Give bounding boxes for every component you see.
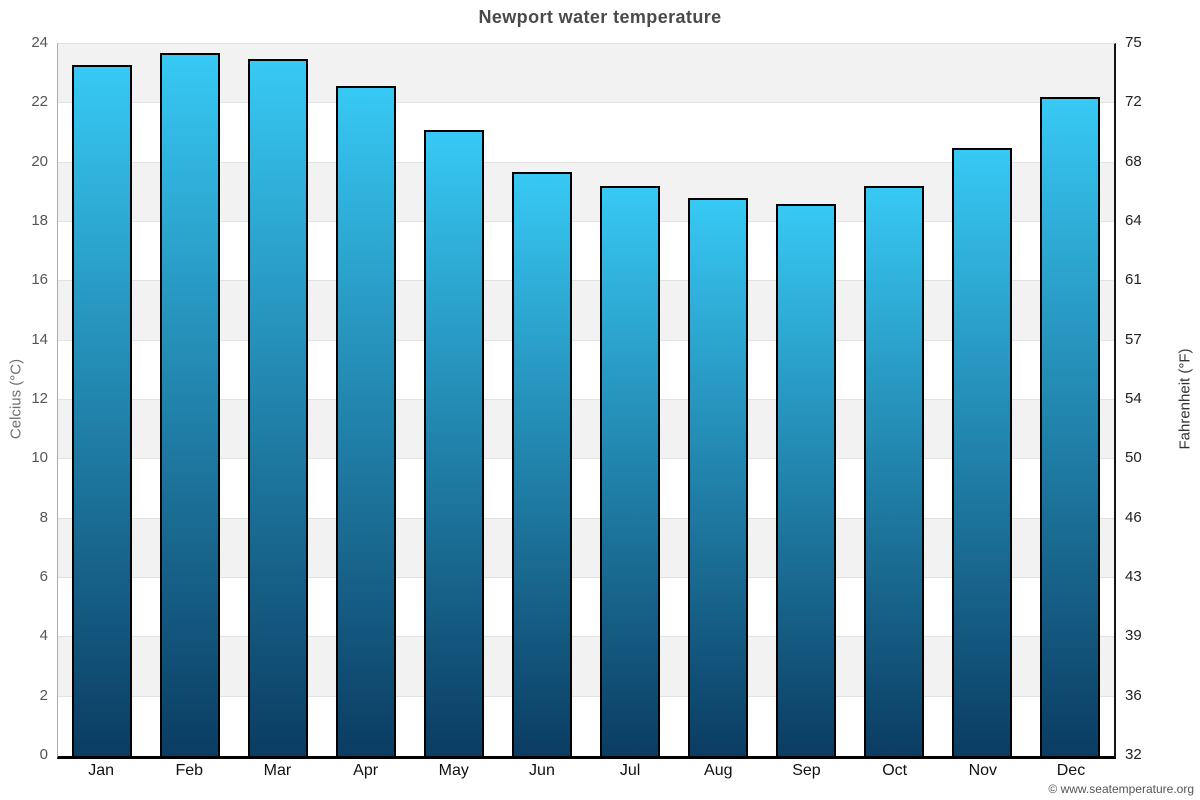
bar-nov[interactable]: [952, 147, 1012, 756]
grid-band: [58, 518, 1114, 578]
grid-band: [58, 696, 1114, 756]
gridline: [58, 102, 1114, 104]
grid-band: [58, 637, 1114, 697]
bar-may[interactable]: [424, 130, 484, 756]
gridline: [58, 458, 1114, 460]
bar-jul[interactable]: [600, 186, 660, 756]
y-tick-label-celsius: 12: [31, 390, 48, 407]
y-tick-label-fahrenheit: 32: [1125, 746, 1142, 763]
y-tick-label-celsius: 20: [31, 152, 48, 170]
y-tick-label-celsius: 8: [39, 508, 48, 526]
bar-slot: [58, 44, 146, 756]
y-tick-label-fahrenheit: 72: [1125, 93, 1142, 111]
grid-band: [58, 162, 1114, 222]
copyright-text: © www.seatemperature.org: [1048, 782, 1194, 796]
bar-jun[interactable]: [512, 171, 572, 756]
bar-slot: [938, 44, 1026, 756]
gridline: [58, 695, 1114, 697]
y-tick-label-fahrenheit: 50: [1125, 449, 1142, 467]
grid-band: [58, 222, 1114, 282]
x-tick-label: May: [438, 762, 469, 779]
y-tick-label-celsius: 18: [31, 212, 48, 229]
x-tick-label: Feb: [175, 762, 204, 779]
y-tick-label-celsius: 6: [39, 568, 48, 585]
y-tick-label-fahrenheit: 39: [1125, 627, 1142, 645]
y-tick-label-celsius: 2: [39, 686, 48, 704]
y-tick-label-celsius: 10: [31, 449, 48, 467]
grid-band: [58, 281, 1114, 341]
y-tick-label-fahrenheit: 43: [1125, 568, 1142, 585]
bar-slot: [322, 44, 410, 756]
x-tick-label: Nov: [968, 762, 998, 779]
y-tick-label-celsius: 24: [31, 34, 48, 51]
y-tick-label-fahrenheit: 68: [1125, 152, 1142, 170]
bar-slot: [410, 44, 498, 756]
x-tick-label: Jan: [88, 762, 114, 779]
bar-slot: [1026, 44, 1114, 756]
bar-slot: [498, 44, 586, 756]
grid-band: [58, 340, 1114, 400]
grid-band: [58, 103, 1114, 163]
gridline: [58, 636, 1114, 638]
bar-mar[interactable]: [248, 58, 308, 756]
plot-area: [57, 43, 1116, 759]
x-tick-label: Aug: [704, 762, 733, 779]
grid-band: [58, 44, 1114, 104]
x-tick-label: Jun: [529, 762, 555, 779]
y-tick-label-celsius: 4: [39, 627, 48, 645]
bar-dec[interactable]: [1040, 97, 1100, 756]
y-tick-label-fahrenheit: 46: [1125, 508, 1142, 526]
y-tick-label-fahrenheit: 57: [1125, 330, 1142, 348]
gridline: [58, 399, 1114, 400]
gridline: [58, 161, 1114, 163]
bar-aug[interactable]: [688, 198, 748, 756]
gridline: [58, 221, 1114, 222]
y-tick-label-fahrenheit: 64: [1125, 212, 1142, 229]
bar-slot: [586, 44, 674, 756]
x-tick-label: Jul: [619, 762, 641, 779]
x-tick-label: Sep: [792, 762, 821, 779]
grid-band: [58, 459, 1114, 519]
gridline: [58, 577, 1114, 578]
x-tick-label: Mar: [263, 762, 292, 779]
y-tick-label-celsius: 16: [31, 271, 48, 289]
gridline: [58, 280, 1114, 282]
bar-slot: [234, 44, 322, 756]
x-axis-labels: Jan Feb Mar Apr May Jun Jul Aug Sep Oct Nov Dec: [57, 762, 1115, 780]
bar-apr[interactable]: [336, 85, 396, 756]
bar-slot: [674, 44, 762, 756]
grid-band: [58, 400, 1114, 460]
y-tick-label-fahrenheit: 75: [1125, 34, 1142, 51]
bar-slot: [762, 44, 850, 756]
gridline: [58, 339, 1114, 341]
bar-jan[interactable]: [72, 64, 132, 756]
y-tick-label-celsius: 22: [31, 93, 48, 111]
x-tick-label: Oct: [882, 762, 908, 779]
y-tick-label-celsius: 0: [39, 746, 48, 763]
bar-slot: [146, 44, 234, 756]
bar-oct[interactable]: [864, 186, 924, 756]
grid-band: [58, 578, 1114, 638]
x-tick-label: Apr: [353, 762, 379, 779]
bar-feb[interactable]: [160, 52, 220, 756]
y-tick-label-fahrenheit: 54: [1125, 390, 1142, 407]
x-tick-label: Dec: [1056, 762, 1086, 779]
y-tick-label-fahrenheit: 36: [1125, 686, 1142, 704]
y-tick-label-celsius: 14: [31, 330, 48, 348]
bars-container: [58, 44, 1114, 756]
chart-title: Newport water temperature: [478, 7, 722, 27]
bar-slot: [850, 44, 938, 756]
gridline: [58, 517, 1114, 519]
bar-sep[interactable]: [776, 204, 836, 756]
y-tick-label-fahrenheit: 61: [1125, 271, 1142, 289]
